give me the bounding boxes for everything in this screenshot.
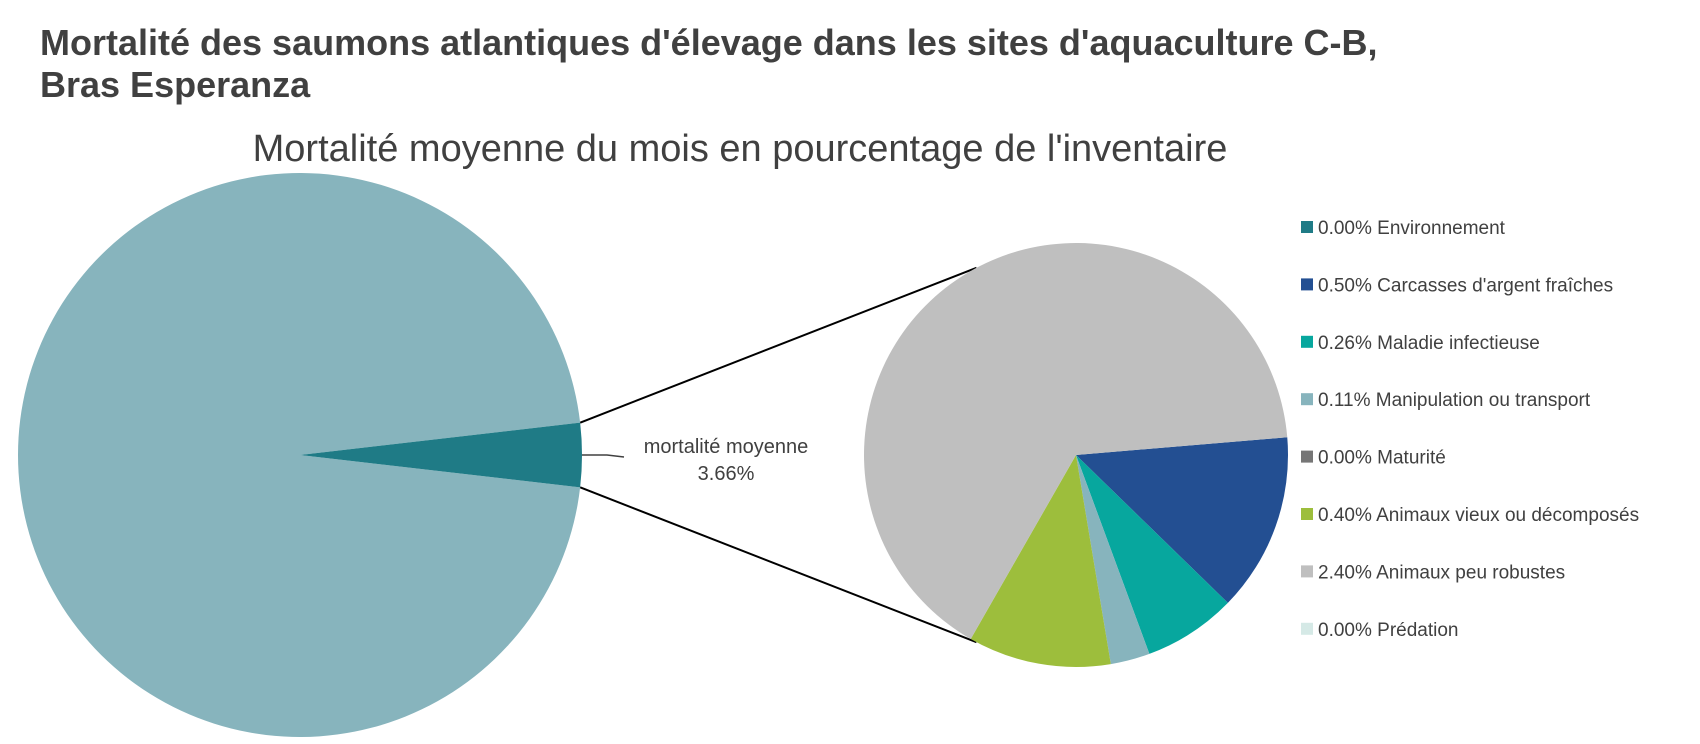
legend-label: 0.11% Manipulation ou transport (1318, 390, 1591, 411)
legend-item: 0.50% Carcasses d'argent fraîches (1301, 275, 1613, 296)
chart-title: Mortalité des saumons atlantiques d'élev… (40, 22, 1680, 106)
main-pie-callout: mortalité moyenne 3.66% (582, 436, 808, 485)
connector-lines (579, 266, 977, 644)
legend-label: 0.00% Maturité (1318, 448, 1446, 469)
breakdown-pie (864, 243, 1289, 668)
legend-label: 0.00% Prédation (1318, 620, 1459, 641)
legend-swatch (1301, 565, 1313, 578)
legend-swatch (1301, 278, 1313, 291)
main-pie-slice-remainder (18, 172, 581, 737)
main-pie-slice-mortality (300, 422, 583, 488)
connector-line-bottom (579, 486, 977, 644)
chart-title-line-2: Bras Esperanza (40, 64, 311, 105)
legend-item: 2.40% Animaux peu robustes (1301, 562, 1565, 583)
chart-title-line-1: Mortalité des saumons atlantiques d'élev… (40, 22, 1378, 63)
legend-swatch (1301, 622, 1313, 635)
legend-swatch (1301, 450, 1313, 463)
callout-label: mortalité moyenne (644, 436, 809, 458)
main-pie (18, 172, 583, 737)
legend-swatch (1301, 335, 1313, 348)
breakdown-slice-4 (1076, 455, 1150, 665)
legend-swatch (1301, 508, 1313, 520)
legend-item: 0.26% Maladie infectieuse (1301, 333, 1540, 354)
callout-value: 3.66% (698, 463, 755, 485)
callout-leader-line (582, 454, 625, 458)
breakdown-slice-6 (970, 455, 1111, 668)
breakdown-slice-3 (1076, 455, 1228, 654)
breakdown-slice-2 (1076, 437, 1289, 603)
legend-item: 0.40% Animaux vieux ou décomposés (1301, 505, 1639, 526)
legend-label: 2.40% Animaux peu robustes (1318, 562, 1565, 583)
legend-label: 0.00% Environnement (1318, 218, 1506, 239)
legend-item: 0.00% Maturité (1301, 448, 1446, 469)
legend-swatch (1301, 221, 1313, 233)
legend: 0.00% Environnement 0.50% Carcasses d'arg… (1301, 218, 1639, 641)
legend-swatch (1301, 393, 1313, 406)
legend-item: 0.11% Manipulation ou transport (1301, 390, 1591, 411)
chart-subtitle: Mortalité moyenne du mois en pourcentage… (253, 128, 1228, 170)
legend-label: 0.40% Animaux vieux ou décomposés (1318, 505, 1639, 526)
legend-label: 0.26% Maladie infectieuse (1318, 333, 1540, 354)
legend-item: 0.00% Prédation (1301, 620, 1459, 641)
legend-item: 0.00% Environnement (1301, 218, 1506, 239)
legend-label: 0.50% Carcasses d'argent fraîches (1318, 275, 1613, 296)
connector-line-top (579, 266, 977, 424)
breakdown-slice-7 (864, 243, 1288, 640)
